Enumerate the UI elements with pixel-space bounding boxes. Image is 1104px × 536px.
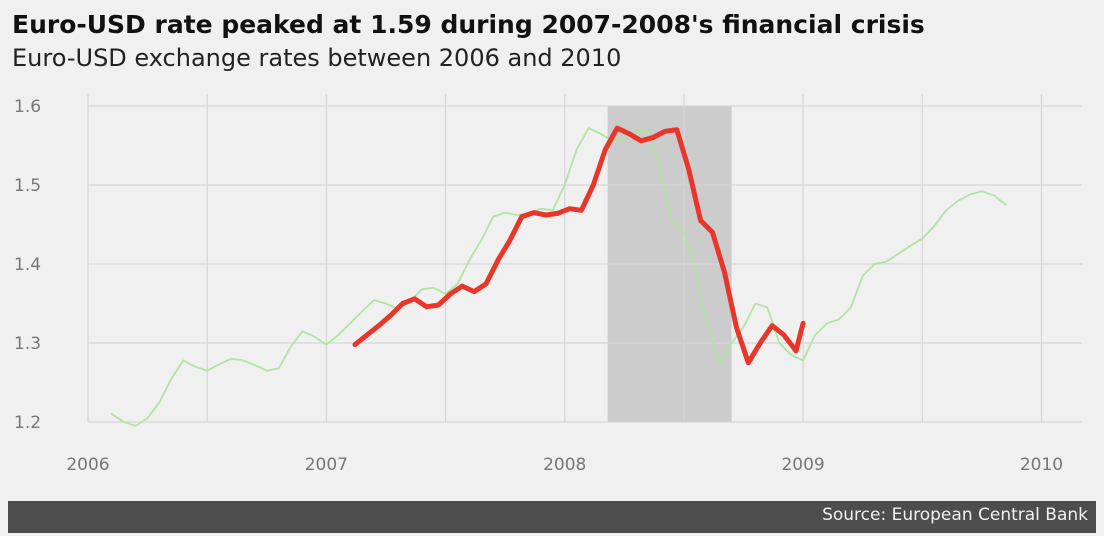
y-tick-label: 1.6 — [14, 97, 41, 117]
source-footer: Source: European Central Bank — [8, 501, 1096, 533]
series-line-crisis-period — [352, 125, 806, 366]
y-tick-label: 1.4 — [14, 255, 41, 275]
source-label: Source: European Central Bank — [822, 505, 1088, 525]
x-tick-label: 2010 — [1020, 455, 1063, 475]
y-tick-label: 1.3 — [14, 334, 41, 354]
x-tick-label: 2007 — [305, 455, 348, 475]
y-tick-label: 1.2 — [14, 413, 41, 433]
chart-title: Euro-USD rate peaked at 1.59 during 2007… — [12, 10, 925, 39]
y-tick-label: 1.5 — [14, 176, 41, 196]
x-tick-label: 2008 — [543, 455, 586, 475]
x-tick-label: 2006 — [66, 455, 109, 475]
series-line-full-range — [110, 127, 1007, 427]
x-tick-label: 2009 — [781, 455, 824, 475]
chart-subtitle: Euro-USD exchange rates between 2006 and… — [12, 44, 622, 72]
line-chart: 1.2 1.3 1.4 1.5 1.6 2006 2007 2008 2009 2010 — [14, 94, 1082, 475]
